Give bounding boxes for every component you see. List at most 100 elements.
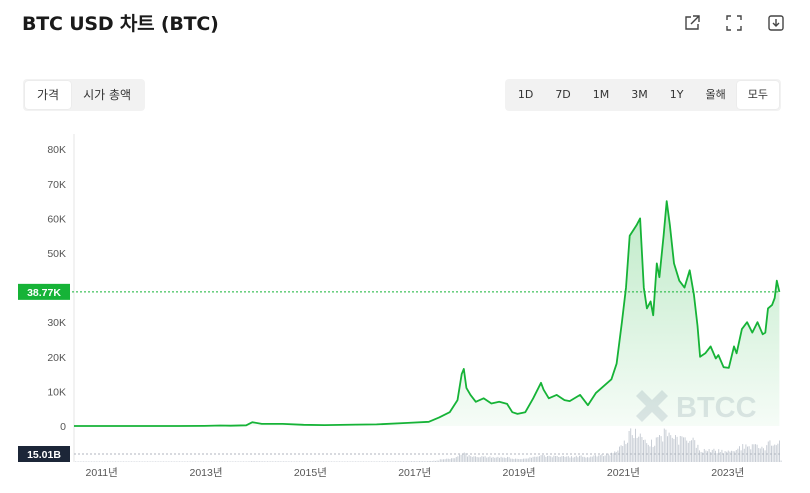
volume-bar — [505, 458, 507, 462]
download-icon[interactable] — [764, 11, 788, 35]
volume-bar — [390, 461, 392, 462]
volume-bar — [255, 461, 257, 462]
volume-bar — [756, 444, 758, 462]
volume-bar — [310, 461, 312, 462]
volume-bar — [495, 457, 497, 462]
volume-bar — [359, 461, 361, 462]
volume-bar — [303, 461, 305, 462]
volume-bar — [774, 444, 776, 462]
volume-bar — [231, 461, 233, 462]
volume-bar — [366, 461, 368, 462]
volume-bar — [606, 453, 608, 462]
volume-bar — [419, 461, 420, 462]
volume-bar — [207, 461, 209, 462]
volume-bar — [415, 461, 417, 462]
volume-bar — [758, 448, 760, 462]
y-tick-label: 0 — [60, 421, 66, 433]
current-price-tag: 38.77K — [18, 283, 70, 300]
volume-bar — [284, 461, 286, 462]
price-tag-label: 38.77K — [27, 287, 61, 299]
volume-bar — [487, 457, 489, 462]
volume-bar — [375, 461, 377, 462]
volume-bar — [478, 457, 480, 462]
volume-bar — [643, 440, 644, 462]
volume-bar — [332, 461, 334, 462]
volume-bar — [276, 461, 278, 462]
volume-bar — [409, 461, 411, 462]
volume-bar — [395, 461, 396, 462]
volume-bar — [283, 461, 284, 462]
volume-bar — [697, 444, 699, 462]
volume-bar — [76, 461, 78, 462]
volume-bar — [201, 461, 203, 462]
volume-bar — [95, 461, 97, 462]
tab-market-cap[interactable]: 시가 총액 — [83, 88, 132, 102]
volume-bar — [627, 442, 628, 462]
volume-bar — [663, 428, 665, 462]
range-all[interactable]: 모두 — [736, 81, 779, 109]
range-ytd[interactable]: 올해 — [705, 88, 726, 101]
volume-bar — [115, 461, 116, 462]
price-chart[interactable]: 80K70K60K50K40K30K20K10K0 BTCC 38.77K 15… — [0, 130, 810, 493]
volume-bar — [268, 461, 270, 462]
volume-bar — [345, 461, 347, 462]
volume-bar — [532, 456, 534, 462]
volume-bar — [214, 461, 216, 462]
volume-bar — [407, 461, 409, 462]
volume-bar — [630, 428, 632, 462]
fullscreen-icon[interactable] — [722, 11, 746, 35]
range-3m[interactable]: 3M — [631, 88, 648, 101]
volume-bar — [350, 461, 352, 462]
volume-bar — [315, 461, 316, 462]
volume-bar — [220, 461, 222, 462]
volume-bar — [603, 456, 604, 462]
range-1y[interactable]: 1Y — [669, 88, 684, 101]
volume-bar — [292, 461, 294, 462]
volume-bar — [271, 461, 273, 462]
volume-bar — [75, 461, 76, 462]
range-7d[interactable]: 7D — [555, 88, 571, 101]
volume-bar — [708, 448, 710, 462]
volume-bar — [655, 437, 657, 462]
volume-bar — [324, 461, 326, 462]
volume-bar — [563, 456, 564, 462]
volume-bar — [398, 461, 400, 462]
tab-price[interactable]: 가격 — [25, 81, 72, 109]
volume-bar — [764, 450, 766, 462]
volume-bar — [380, 461, 382, 462]
volume-bar — [361, 461, 363, 462]
range-1d[interactable]: 1D — [517, 88, 534, 101]
volume-bar — [195, 461, 196, 462]
volume-bar — [209, 461, 211, 462]
volume-bar — [383, 461, 385, 462]
volume-bar — [300, 461, 302, 462]
volume-bar — [564, 456, 566, 462]
volume-bar — [443, 459, 444, 462]
volume-bar — [524, 458, 526, 462]
y-tick-label: 50K — [47, 248, 66, 260]
volume-bar — [476, 457, 478, 462]
volume-bar — [470, 456, 472, 462]
x-tick-label: 2021년 — [607, 467, 640, 479]
volume-bar — [374, 461, 376, 462]
volume-bar — [79, 461, 81, 462]
volume-bar — [596, 456, 598, 462]
volume-bar — [479, 457, 481, 462]
toolbar — [680, 11, 788, 35]
volume-bar — [703, 448, 705, 462]
volume-bar — [174, 461, 176, 462]
volume-bar — [652, 447, 654, 462]
range-1m[interactable]: 1M — [592, 88, 610, 101]
volume-bar — [97, 461, 99, 462]
volume-bar — [527, 458, 529, 462]
volume-bar — [260, 461, 262, 462]
volume-bar — [142, 461, 144, 462]
share-icon[interactable] — [680, 11, 704, 35]
y-tick-label: 70K — [47, 179, 66, 191]
volume-bar — [595, 455, 596, 462]
volume-bar — [700, 451, 702, 462]
volume-bar — [316, 461, 318, 462]
volume-bar — [737, 448, 739, 462]
volume-bar — [81, 461, 83, 462]
volume-bar — [257, 461, 259, 462]
